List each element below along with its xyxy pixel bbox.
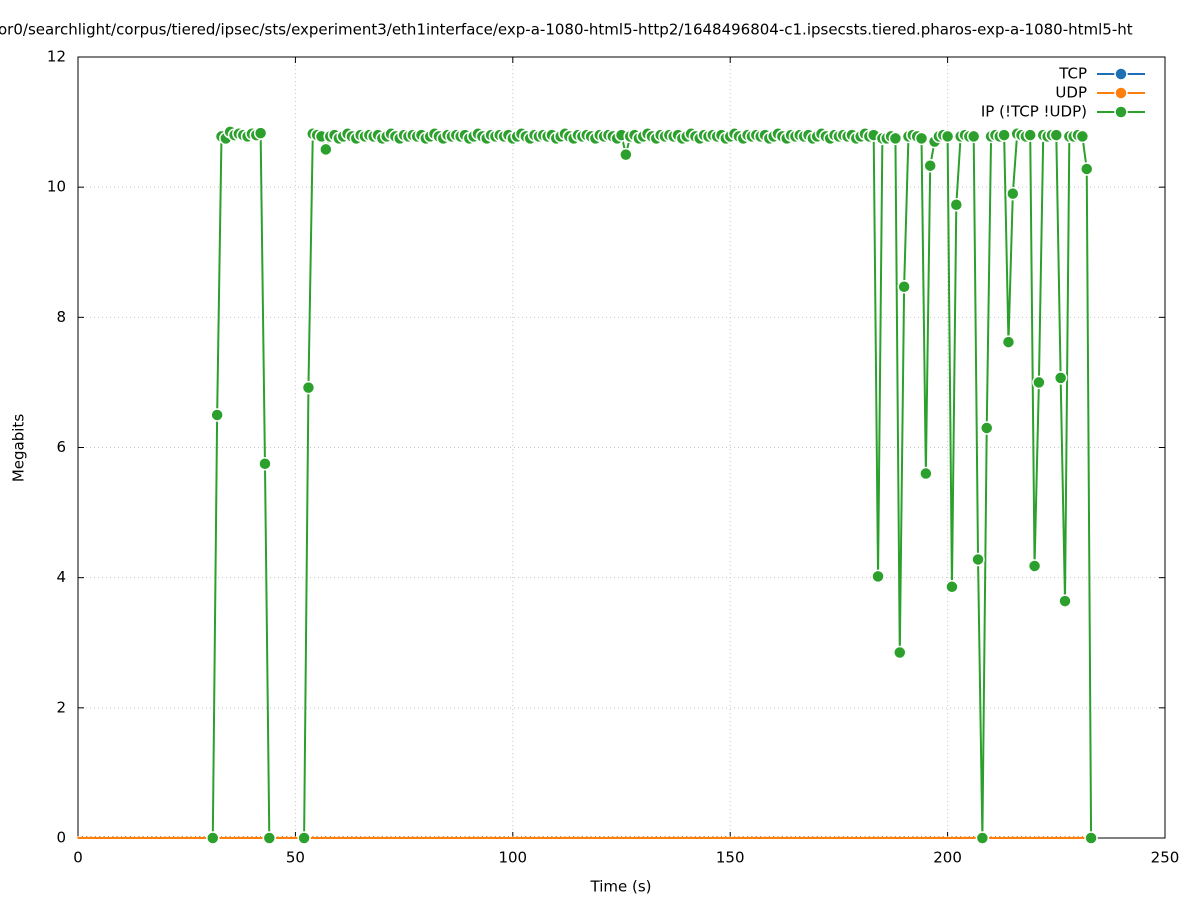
- x-axis-label: Time (s): [590, 878, 652, 896]
- legend-marker: [1114, 67, 1128, 81]
- y-tick-label: 8: [56, 308, 66, 326]
- data-point: [975, 831, 990, 845]
- chart-title: or0/searchlight/corpus/tiered/ipsec/sts/…: [0, 21, 1133, 39]
- x-tick-label: 50: [286, 849, 305, 867]
- y-tick-label: 4: [56, 568, 66, 586]
- data-point: [923, 158, 937, 173]
- data-point: [1032, 375, 1046, 390]
- data-point: [1023, 128, 1037, 142]
- data-point: [1084, 831, 1098, 845]
- data-point: [979, 421, 994, 435]
- legend-marker: [1114, 105, 1128, 119]
- data-point: [1006, 186, 1020, 201]
- x-tick-label: 250: [1151, 849, 1180, 867]
- data-point: [1001, 335, 1016, 349]
- data-point: [888, 131, 903, 146]
- data-point: [914, 131, 929, 146]
- data-point: [893, 645, 907, 660]
- y-tick-label: 10: [47, 178, 66, 196]
- data-point: [871, 569, 885, 584]
- data-point: [301, 380, 316, 395]
- data-point: [1079, 162, 1094, 176]
- legend-label: UDP: [1055, 84, 1087, 102]
- data-point: [1058, 594, 1072, 608]
- data-point: [210, 408, 224, 422]
- legend-label: TCP: [1058, 65, 1087, 83]
- data-point: [253, 126, 268, 140]
- data-point: [1049, 128, 1064, 142]
- data-point: [949, 197, 964, 212]
- y-tick-label: 6: [56, 438, 66, 456]
- y-axis-label: Megabits: [10, 414, 28, 482]
- data-point: [997, 128, 1011, 142]
- data-point: [1075, 129, 1090, 144]
- data-point: [1027, 559, 1042, 573]
- y-tick-label: 2: [56, 698, 66, 716]
- x-tick-label: 200: [933, 849, 962, 867]
- data-point: [945, 580, 959, 594]
- data-point: [1053, 371, 1068, 385]
- data-point: [319, 142, 333, 157]
- y-tick-label: 0: [56, 829, 66, 847]
- x-tick-label: 150: [716, 849, 745, 867]
- data-point: [940, 129, 955, 144]
- data-point: [297, 831, 311, 845]
- legend-marker: [1114, 86, 1128, 100]
- data-point: [619, 147, 633, 162]
- data-point: [262, 831, 277, 845]
- data-point: [919, 466, 933, 481]
- data-point: [206, 831, 220, 845]
- data-point: [258, 457, 272, 471]
- data-point: [966, 129, 981, 144]
- x-tick-label: 100: [498, 849, 527, 867]
- data-point: [971, 552, 985, 567]
- data-point: [897, 279, 911, 294]
- legend-label: IP (!TCP !UDP): [981, 103, 1087, 121]
- x-tick-label: 0: [73, 849, 83, 867]
- y-tick-label: 12: [47, 48, 66, 66]
